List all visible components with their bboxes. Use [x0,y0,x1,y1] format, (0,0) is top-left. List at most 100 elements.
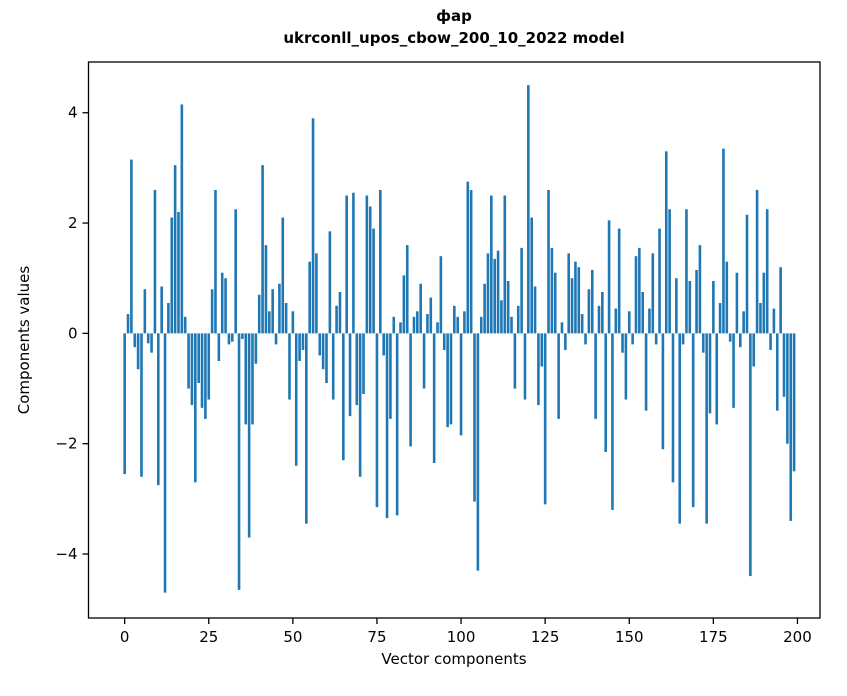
bar [402,275,406,334]
bar [167,303,170,334]
bar [305,333,308,524]
bar [732,333,735,408]
chart-title-word: фар [436,7,472,25]
bar [358,333,362,477]
bar [338,292,342,334]
bar [416,311,419,334]
bar [749,333,752,577]
bar [278,283,281,334]
bar [311,118,315,334]
bar [463,311,466,334]
bar [540,333,544,367]
bar [308,261,311,334]
bar [130,159,133,334]
bar [564,333,567,350]
x-tick-label: 25 [199,628,218,646]
bar [456,316,459,334]
bar [173,165,177,334]
bar [604,333,608,452]
bar [315,253,318,334]
bar [580,314,584,334]
bar [251,333,254,425]
bar [426,314,429,334]
bar [146,333,150,344]
bar [204,333,207,419]
bar [543,333,547,505]
bar [530,217,534,334]
bar [328,231,332,334]
bar [207,333,211,400]
bar [362,333,365,395]
bar [560,322,564,334]
x-tick-label: 175 [699,628,728,646]
bar [365,195,369,334]
bar [718,303,722,334]
bar [695,269,698,334]
bar [284,303,288,334]
bar [187,333,190,389]
bar [237,333,241,590]
bar [678,333,682,524]
bar [220,272,224,334]
bar [742,311,745,334]
y-tick-label: −2 [55,435,77,453]
bar [550,247,554,334]
bar [617,228,621,334]
bar [298,333,301,361]
bar [638,247,641,334]
bar [493,258,496,334]
bar [170,217,174,334]
bar [621,333,624,353]
bar [725,261,729,334]
bar [786,333,789,444]
bar [231,333,234,342]
bar [446,333,449,428]
bar [789,333,793,521]
bar [705,333,708,524]
bar [782,333,786,397]
bar [355,333,359,406]
bar [769,333,772,350]
bar [728,333,732,342]
bar [503,195,507,334]
bar [597,305,601,334]
bar [318,333,322,356]
bar [735,272,739,334]
y-axis-label: Components values [15,265,33,415]
bar [241,333,244,339]
bar [594,333,597,419]
bar [345,195,348,334]
bar [459,333,463,436]
bar [264,245,268,334]
bar [197,333,200,384]
bar [479,316,483,334]
bar [570,278,574,334]
bar [217,333,221,361]
bar [547,189,550,334]
bar [641,292,645,334]
bar [281,217,285,334]
bar [698,245,702,334]
bar [688,280,692,334]
bar [210,289,214,334]
bar [553,272,557,334]
bar [557,333,560,419]
bar [506,280,510,334]
bar [681,333,685,345]
bar [574,261,577,334]
bar [701,333,705,353]
bar [190,333,194,406]
bar [183,316,187,334]
bar [651,253,655,334]
bar [486,253,490,334]
bar [738,333,742,348]
bar [668,209,671,334]
bar [157,333,160,486]
bar [123,333,126,475]
bar [772,308,776,334]
bar [631,333,634,345]
x-tick-label: 0 [120,628,130,646]
bar [490,195,493,334]
bar [671,333,675,483]
